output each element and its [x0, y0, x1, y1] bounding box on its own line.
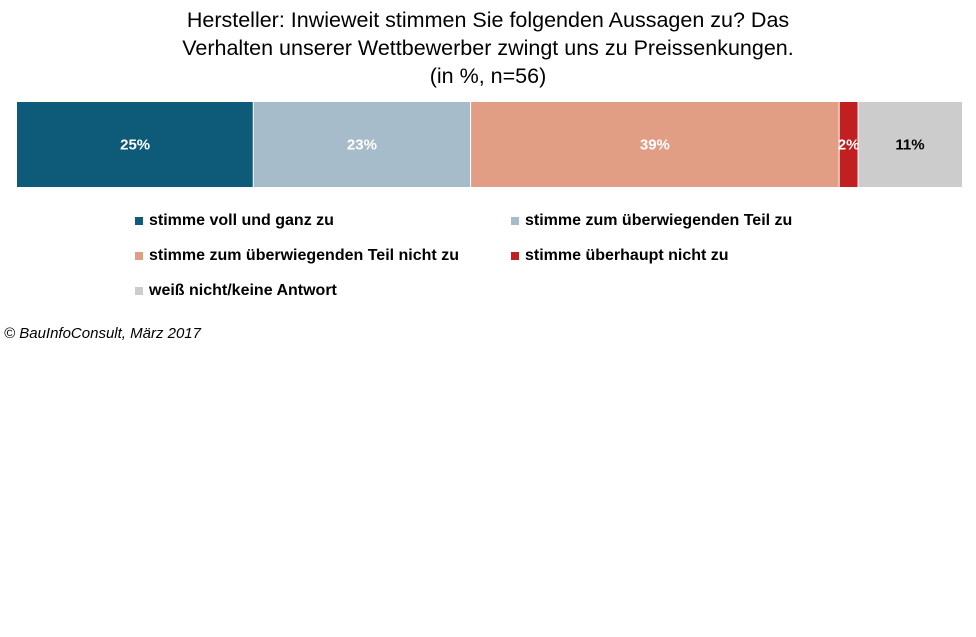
legend-item-weiss-nicht: weiß nicht/keine Antwort [135, 282, 337, 300]
chart-title-line-1: Hersteller: Inwieweit stimmen Sie folgen… [186, 8, 790, 32]
data-label: 11% [895, 137, 924, 154]
source-note: © BauInfoConsult, März 2017 [4, 325, 201, 342]
legend-label: stimme zum überwiegenden Teil nicht zu [149, 247, 459, 264]
chart-title: Hersteller: Inwieweit stimmen Sie folgen… [0, 6, 976, 90]
stacked-bar-chart: 25% 23% 39% 2% 11% [17, 102, 962, 187]
bar-segment [17, 102, 254, 187]
legend-swatch [511, 252, 519, 260]
legend-swatch [135, 217, 143, 225]
legend-label: stimme zum überwiegenden Teil zu [525, 212, 793, 229]
bar-segment [470, 102, 840, 187]
data-label: 23% [347, 137, 377, 154]
legend-item-voll: stimme voll und ganz zu [135, 212, 334, 230]
data-label: 25% [120, 137, 150, 154]
legend-swatch [135, 252, 143, 260]
bar-segment [839, 102, 859, 187]
legend-item-ueberhaupt-nicht: stimme überhaupt nicht zu [511, 247, 729, 265]
legend-label: stimme überhaupt nicht zu [525, 247, 729, 264]
chart-title-line-3: (in %, n=56) [429, 64, 547, 88]
bar-segment [253, 102, 471, 187]
chart-title-line-2: Verhalten unserer Wettbewerber zwingt un… [182, 36, 794, 60]
data-label: 39% [640, 137, 670, 154]
legend-swatch [135, 287, 143, 295]
legend-label: weiß nicht/keine Antwort [149, 282, 337, 299]
legend-label: stimme voll und ganz zu [149, 212, 334, 229]
legend-swatch [511, 217, 519, 225]
legend-item-ueberwiegend: stimme zum überwiegenden Teil zu [511, 212, 792, 230]
legend-item-ueberwiegend-nicht: stimme zum überwiegenden Teil nicht zu [135, 247, 459, 265]
data-label: 2% [838, 137, 860, 154]
bar-segment [858, 102, 962, 187]
